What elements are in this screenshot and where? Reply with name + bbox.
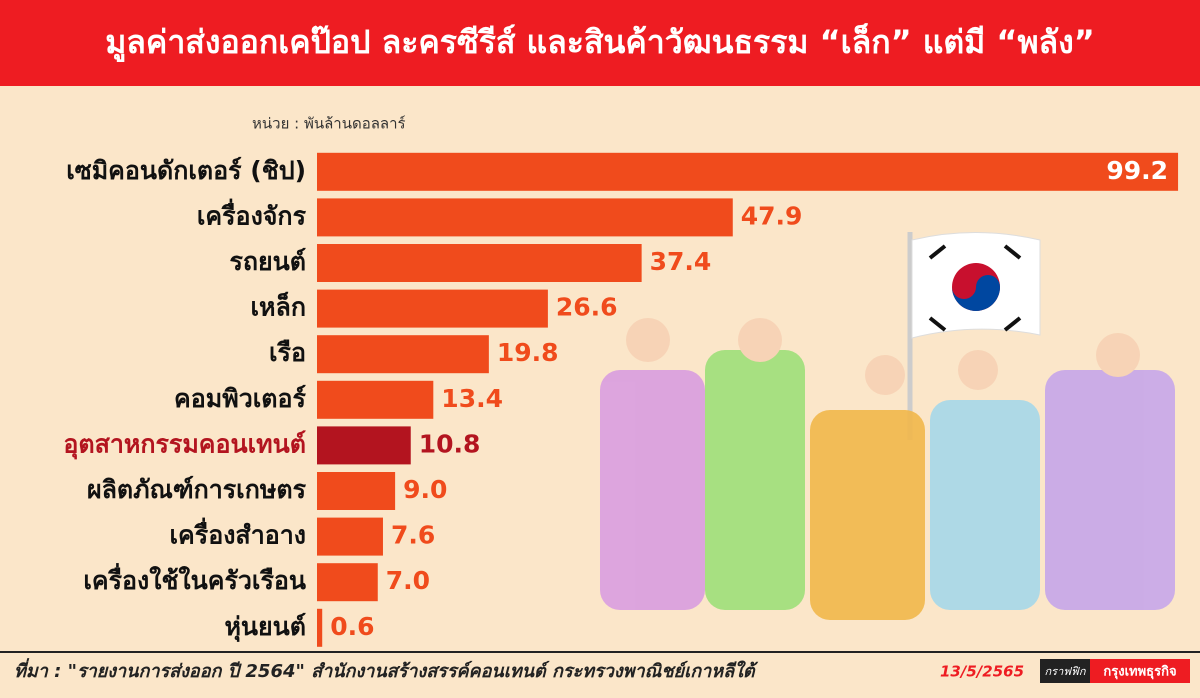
value-label: 10.8 — [419, 429, 481, 458]
value-label: 19.8 — [497, 338, 559, 367]
value-label: 26.6 — [556, 293, 618, 322]
people-illustration — [600, 318, 1175, 620]
flag-illustration — [907, 232, 1041, 440]
chart-title: มูลค่าส่งออกเคป๊อป ละครซีรีส์ และสินค้าว… — [105, 22, 1095, 63]
bar — [317, 152, 1179, 191]
title-bar — [0, 0, 1200, 86]
category-label: รถยนต์ — [229, 247, 306, 276]
category-label: เหล็ก — [251, 292, 306, 322]
bar — [317, 244, 642, 282]
value-label: 7.0 — [386, 566, 430, 595]
brand-box — [1040, 659, 1090, 683]
category-label: ผลิตภัณฑ์การเกษตร — [87, 475, 307, 504]
category-label: เซมิคอนดักเตอร์ (ชิป) — [66, 156, 306, 185]
bar — [317, 289, 548, 328]
source-note: ที่มา : "รายงานการส่งออก ปี 2564" สำนักง… — [14, 658, 759, 682]
value-label: 9.0 — [403, 475, 447, 504]
category-label: หุ่นยนต์ — [224, 612, 306, 643]
bar — [317, 426, 411, 465]
value-label: 37.4 — [650, 247, 712, 276]
value-label: 99.2 — [1106, 156, 1168, 185]
bar — [317, 198, 733, 237]
brand-label: กราฟฟิก — [1045, 665, 1087, 678]
value-label: 47.9 — [741, 201, 803, 230]
category-label: เรือ — [269, 338, 306, 367]
bar — [317, 563, 378, 602]
value-label: 0.6 — [330, 612, 374, 641]
category-label: อุตสาหกรรมคอนเทนต์ — [63, 429, 306, 460]
category-label: คอมพิวเตอร์ — [174, 384, 307, 413]
category-label: เครื่องสำอาง — [170, 518, 306, 550]
bar — [317, 380, 434, 419]
bar — [317, 472, 396, 510]
category-label: เครื่องจักร — [197, 198, 307, 230]
value-label: 13.4 — [441, 384, 503, 413]
brand-label: กรุงเทพธุรกิจ — [1103, 665, 1176, 680]
category-label: เครื่องใช้ในครัวเรือน — [83, 563, 306, 595]
bar — [317, 608, 323, 647]
bar — [317, 335, 489, 374]
unit-label: หน่วย : พันล้านดอลลาร์ — [252, 115, 406, 133]
bar — [317, 517, 383, 556]
value-label: 7.6 — [391, 521, 435, 550]
date: 13/5/2565 — [940, 663, 1024, 681]
brand-box — [1090, 659, 1190, 683]
